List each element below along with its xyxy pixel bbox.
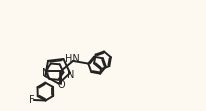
Text: HN: HN	[65, 54, 80, 64]
Text: N: N	[42, 68, 49, 78]
Text: N: N	[67, 70, 74, 80]
Text: O: O	[57, 80, 65, 90]
Text: F: F	[29, 95, 34, 105]
